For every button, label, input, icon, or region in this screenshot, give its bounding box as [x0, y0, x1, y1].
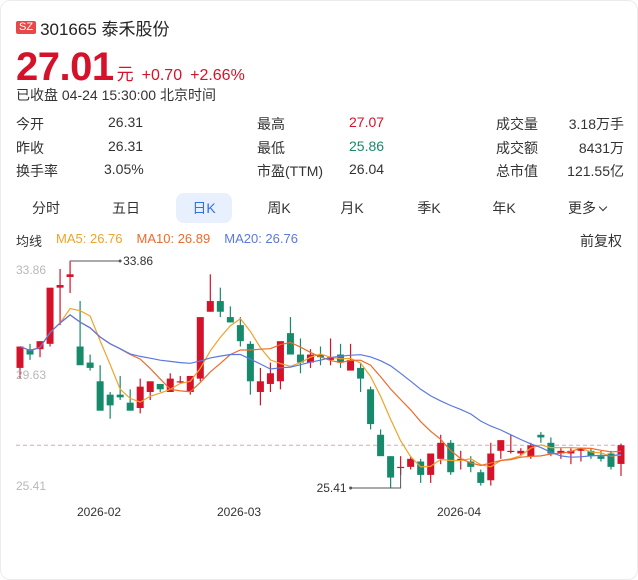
adjust-toggle[interactable]: 前复权 [580, 233, 622, 249]
turnover-label: 换手率 [16, 163, 58, 179]
price-change-pct: +2.66% [190, 67, 245, 84]
amount-label: 成交额 [496, 140, 538, 156]
volume-label: 成交量 [496, 116, 538, 132]
x-axis-label-feb: 2026-02 [77, 505, 122, 519]
low-value: 25.86 [349, 138, 385, 154]
ma-label: 均线 [16, 234, 43, 249]
price-row: 27.01 元 +0.70 +2.66% [16, 45, 245, 90]
y-axis-mid-label: 29.63 [16, 368, 47, 382]
tab-weekly-k[interactable]: 周K [267, 200, 291, 216]
prev-close-value: 26.31 [108, 138, 144, 154]
exchange-badge: SZ [16, 21, 37, 34]
ma-legend: 均线 MA5: 26.76 MA10: 26.89 MA20: 26.76 [16, 231, 312, 250]
more-label: 更多 [568, 200, 596, 216]
market-status: 已收盘 04-24 15:30:00 北京时间 [16, 87, 216, 103]
ma5-value: MA5: 26.76 [56, 231, 123, 246]
open-value: 26.31 [108, 114, 144, 130]
open-label: 今开 [16, 116, 44, 132]
tab-intraday[interactable]: 分时 [32, 200, 60, 216]
turnover-value: 3.05% [104, 161, 144, 177]
period-tabs: 分时 五日 日K 周K 月K 季K 年K 更多 [16, 193, 624, 223]
tab-more[interactable]: 更多 [556, 193, 618, 223]
y-axis-min-label: 25.41 [16, 479, 47, 493]
tab-monthly-k[interactable]: 月K [340, 200, 364, 216]
ma20-value: MA20: 26.76 [224, 231, 298, 246]
high-label: 最高 [257, 116, 285, 132]
y-axis-max-label: 33.86 [16, 263, 47, 277]
price-unit: 元 [116, 65, 134, 84]
x-axis-label-apr: 2026-04 [437, 505, 482, 519]
kline-chart[interactable]: 33.86 25.41 [1, 251, 638, 501]
stock-title[interactable]: 301665 泰禾股份 [40, 20, 170, 39]
pe-value: 26.04 [349, 161, 385, 177]
current-price: 27.01 [16, 45, 114, 89]
amount-value: 8431万 [578, 140, 624, 156]
mktcap-label: 总市值 [496, 163, 538, 179]
svg-text:25.41: 25.41 [317, 481, 347, 495]
tab-daily-k[interactable]: 日K [176, 193, 232, 223]
tab-five-day[interactable]: 五日 [112, 200, 140, 216]
tab-yearly-k[interactable]: 年K [492, 200, 516, 216]
x-axis-label-mar: 2026-03 [217, 505, 262, 519]
high-value: 27.07 [349, 114, 385, 130]
prev-close-label: 昨收 [16, 140, 44, 156]
mktcap-value: 121.55亿 [567, 163, 624, 179]
tab-quarterly-k[interactable]: 季K [417, 200, 441, 216]
price-change: +0.70 [141, 67, 183, 84]
ma10-value: MA10: 26.89 [136, 231, 211, 246]
chevron-down-icon [598, 202, 608, 212]
volume-value: 3.18万手 [568, 116, 624, 132]
low-label: 最低 [257, 140, 285, 156]
svg-text:33.86: 33.86 [123, 254, 153, 268]
pe-label: 市盈(TTM) [257, 163, 324, 179]
title-row: SZ 301665 泰禾股份 [16, 15, 170, 40]
